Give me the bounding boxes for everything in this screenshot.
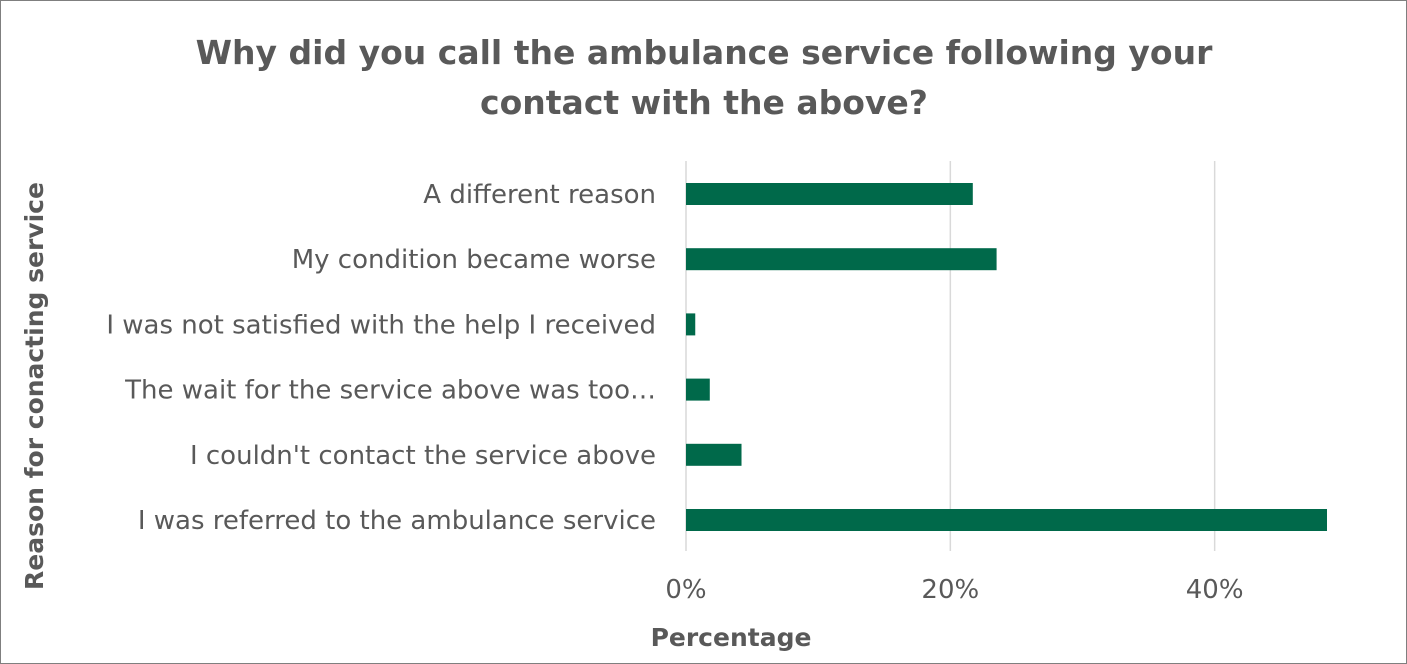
bars <box>686 183 1327 531</box>
category-labels: A different reason My condition became wo… <box>106 180 656 536</box>
y-axis-title: Reason for conacting service <box>20 182 49 590</box>
bar-1 <box>686 248 997 271</box>
category-label-1: My condition became worse <box>292 245 656 275</box>
gridlines <box>685 161 1216 551</box>
x-tick-label-0: 0% <box>665 575 706 605</box>
x-tick-label-2: 40% <box>1186 575 1244 605</box>
category-label-0: A different reason <box>423 180 656 210</box>
chart-title-line-2: contact with the above? <box>480 83 928 122</box>
x-tick-labels: 0% 20% 40% <box>665 575 1243 605</box>
x-axis-title: Percentage <box>651 623 812 652</box>
chart-title-line-1: Why did you call the ambulance service f… <box>196 33 1213 72</box>
bar-0 <box>686 183 973 205</box>
category-label-3: The wait for the service above was too… <box>124 376 656 406</box>
category-label-2: I was not satisfied with the help I rece… <box>106 310 656 340</box>
bar-3 <box>686 378 710 401</box>
category-label-4: I couldn't contact the service above <box>190 441 656 471</box>
bar-5 <box>686 509 1327 531</box>
bar-2 <box>686 313 696 336</box>
category-label-5: I was referred to the ambulance service <box>138 506 656 536</box>
bar-4 <box>686 443 742 466</box>
x-tick-label-1: 20% <box>921 575 979 605</box>
